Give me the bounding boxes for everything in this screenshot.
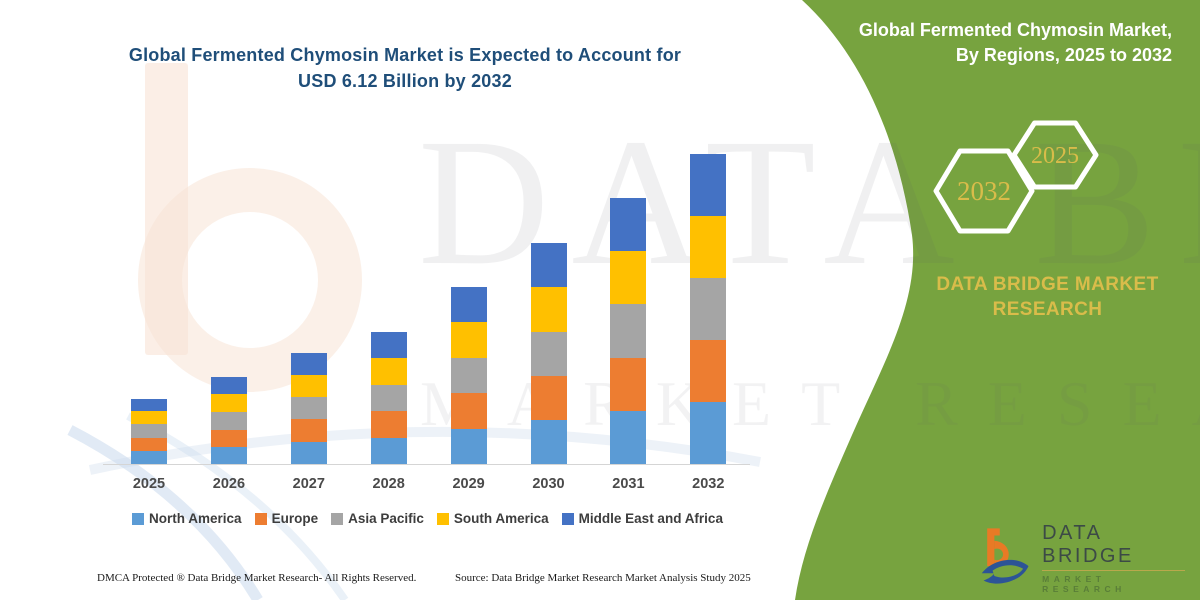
bar-segment-2025-north-america [131, 450, 167, 464]
stacked-bar-2031 [610, 198, 647, 464]
company-logo-subtitle: MARKET RESEARCH [1042, 573, 1126, 594]
legend-item-middle-east-and-africa: Middle East and Africa [561, 511, 723, 526]
brand-wordmark-line1: DATA BRIDGE MARKET [936, 274, 1159, 295]
legend-swatch [132, 512, 145, 525]
bar-segment-2029-europe [450, 393, 487, 429]
bar-segment-2031-asia-pacific [610, 304, 647, 358]
bar-segment-2031-middle-east-and-africa [610, 198, 647, 252]
company-logo-title: DATA BRIDGE [1042, 522, 1185, 571]
bar-chart-plot-area [103, 150, 750, 465]
legend-label: North America [149, 511, 242, 526]
stacked-bar-2026 [210, 376, 247, 464]
bar-segment-2032-europe [690, 340, 727, 403]
bar-segment-2025-middle-east-and-africa [131, 399, 167, 412]
bar-segment-2029-middle-east-and-africa [450, 287, 487, 323]
chart-title: Global Fermented Chymosin Market is Expe… [90, 42, 720, 94]
hexagon-2032-label: 2032 [957, 176, 1011, 206]
x-axis-label-2026: 2026 [212, 476, 246, 492]
stacked-bar-2025 [131, 399, 167, 464]
bar-segment-2027-south-america [290, 374, 327, 398]
stacked-bar-2027 [290, 353, 327, 464]
legend-swatch [331, 512, 344, 525]
x-axis-labels: 2025 2026 2027 2028 2029 2030 2031 2032 [103, 476, 750, 496]
legend-item-asia-pacific: Asia Pacific [331, 511, 424, 526]
legend-swatch [254, 512, 267, 525]
bar-segment-2030-south-america [530, 287, 567, 332]
x-axis-label-2030: 2030 [532, 476, 565, 492]
bar-segment-2028-middle-east-and-africa [370, 331, 407, 359]
bar-segment-2026-middle-east-and-africa [210, 376, 247, 395]
x-axis-label-2029: 2029 [452, 476, 485, 492]
bar-segment-2031-europe [610, 357, 647, 411]
stacked-bar-2029 [450, 287, 487, 464]
bar-segment-2030-north-america [530, 419, 567, 464]
panel-title: Global Fermented Chymosin Market, By Reg… [752, 18, 1172, 68]
bar-segment-2032-south-america [690, 216, 727, 279]
legend-item-south-america: South America [436, 511, 549, 526]
bar-segment-2026-europe [210, 429, 247, 447]
x-axis-label-2027: 2027 [292, 476, 325, 492]
bar-segment-2029-south-america [450, 322, 487, 358]
legend-label: Asia Pacific [348, 511, 424, 526]
x-axis-label-2025: 2025 [132, 476, 166, 492]
bar-segment-2026-south-america [210, 394, 247, 412]
x-axis-label-2028: 2028 [372, 476, 405, 492]
bar-segment-2028-asia-pacific [370, 384, 407, 412]
bar-segment-2026-north-america [210, 446, 247, 464]
legend-label: Middle East and Africa [578, 511, 723, 526]
legend-swatch [436, 512, 449, 525]
stacked-bar-2030 [530, 243, 567, 464]
stacked-bar-2032 [690, 154, 727, 464]
bar-segment-2030-asia-pacific [530, 331, 567, 376]
brand-wordmark: DATA BRIDGE MARKET RESEARCH [930, 272, 1165, 322]
company-logo-icon [981, 527, 1029, 584]
bar-segment-2029-north-america [450, 428, 487, 464]
company-logo: DATA BRIDGE MARKET RESEARCH [980, 520, 1185, 595]
bar-segment-2026-asia-pacific [210, 411, 247, 430]
bar-segment-2027-asia-pacific [290, 397, 327, 420]
stacked-bar-2028 [370, 331, 407, 464]
bar-segment-2028-north-america [370, 437, 407, 464]
bar-segment-2032-north-america [690, 402, 727, 464]
bar-segment-2028-europe [370, 411, 407, 438]
bar-segment-2032-asia-pacific [690, 278, 727, 341]
bar-segment-2027-north-america [290, 441, 327, 464]
legend-label: South America [453, 511, 549, 526]
x-axis-label-2031: 2031 [612, 476, 645, 492]
bar-segment-2027-middle-east-and-africa [290, 353, 327, 375]
panel-title-line1: Global Fermented Chymosin Market, [858, 20, 1172, 40]
bar-segment-2027-europe [290, 419, 327, 442]
chart-legend: North America Europe Asia Pacific South Ame… [95, 511, 760, 526]
bar-segment-2031-north-america [610, 410, 647, 464]
chart-title-line2: USD 6.12 Billion by 2032 [298, 71, 512, 91]
footer-source: Source: Data Bridge Market Research Mark… [455, 572, 751, 584]
legend-label: Europe [271, 511, 319, 526]
legend-swatch [561, 512, 574, 525]
bar-segment-2032-middle-east-and-africa [690, 154, 727, 217]
bar-segment-2029-asia-pacific [450, 357, 487, 394]
company-logo-text: DATA BRIDGE MARKET RESEARCH [1042, 522, 1185, 594]
x-axis-label-2032: 2032 [692, 476, 725, 492]
footer-copyright: DMCA Protected ® Data Bridge Market Rese… [97, 572, 417, 584]
forecast-hexagons: 2032 2025 [933, 120, 1099, 234]
bar-segment-2025-south-america [131, 411, 167, 425]
hexagon-2025-label: 2025 [1031, 143, 1079, 169]
brand-wordmark-line2: RESEARCH [992, 299, 1103, 320]
chart-title-line1: Global Fermented Chymosin Market is Expe… [128, 45, 682, 65]
bar-segment-2030-europe [530, 375, 567, 420]
legend-item-europe: Europe [254, 511, 319, 526]
bar-segment-2025-asia-pacific [131, 424, 167, 438]
bar-segment-2031-south-america [610, 251, 647, 305]
legend-item-north-america: North America [132, 511, 242, 526]
bar-segment-2025-europe [131, 437, 167, 451]
panel-title-line2: By Regions, 2025 to 2032 [955, 45, 1172, 65]
bar-segment-2030-middle-east-and-africa [530, 243, 567, 288]
bar-segment-2028-south-america [370, 358, 407, 385]
